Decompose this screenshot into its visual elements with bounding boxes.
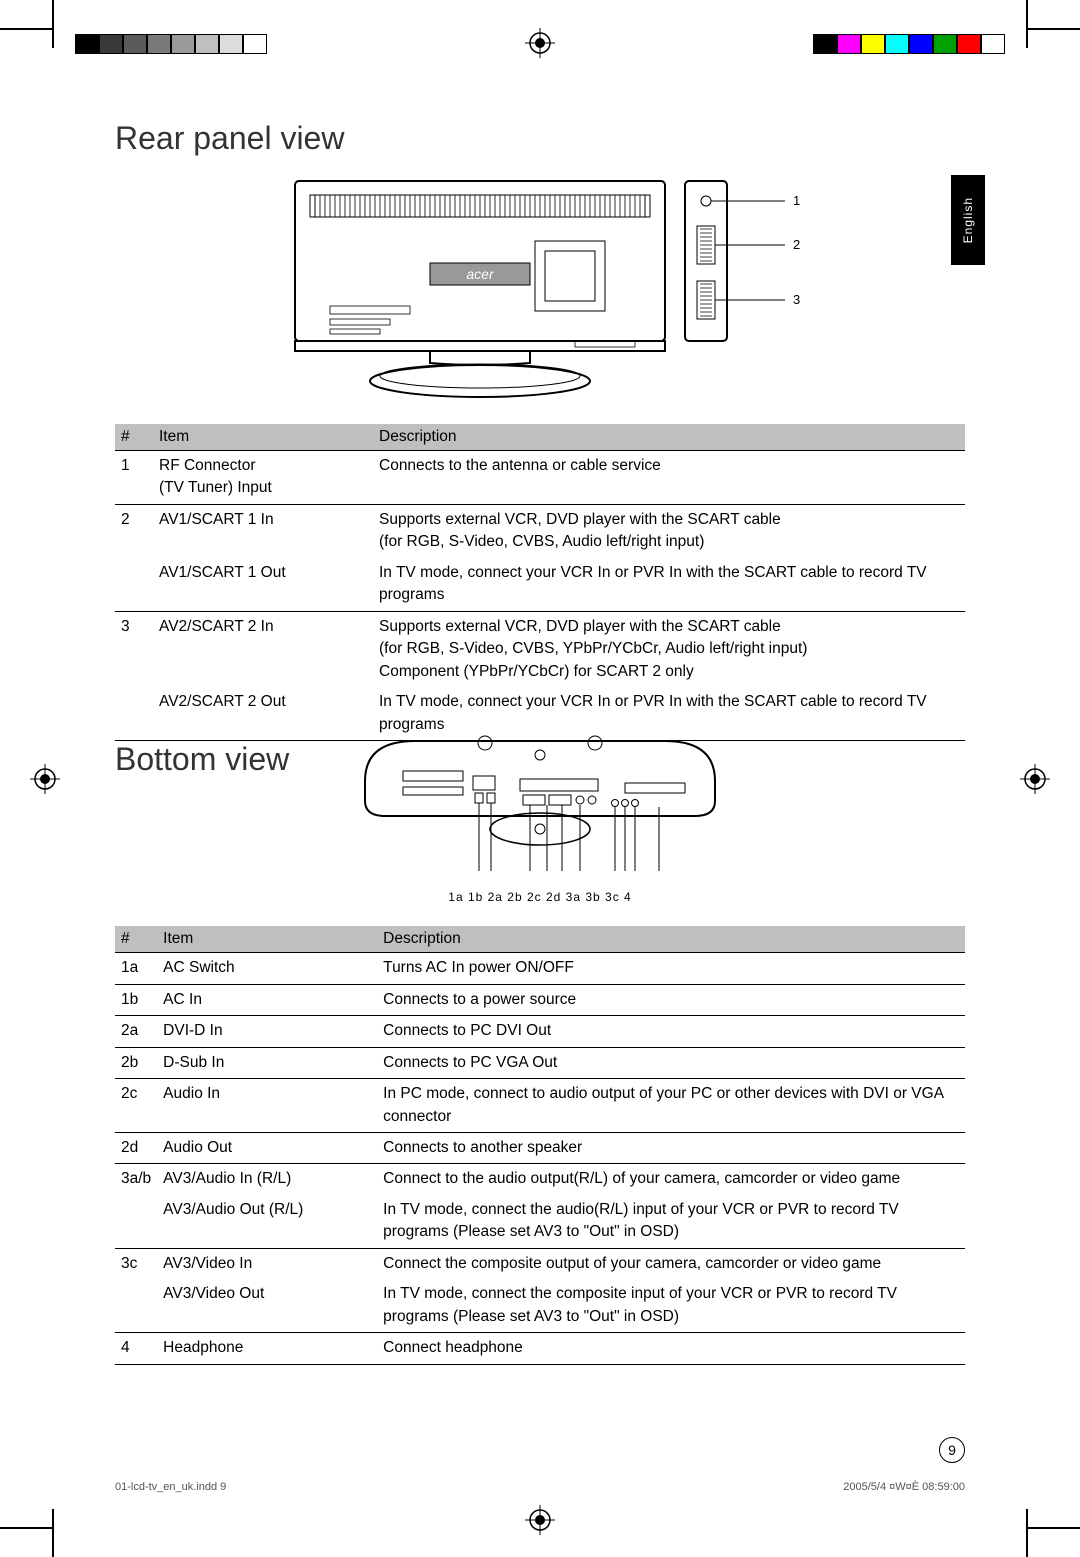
cell-desc: Connects to a power source	[377, 984, 965, 1015]
cell-item: AV3/Audio Out (R/L)	[157, 1195, 377, 1248]
cell-num	[115, 558, 153, 611]
table-row: AV1/SCART 1 OutIn TV mode, connect your …	[115, 558, 965, 611]
crop-mark	[1028, 28, 1080, 30]
cell-num: 2c	[115, 1079, 157, 1133]
registration-mark-icon	[30, 764, 60, 794]
col-desc: Description	[377, 926, 965, 953]
cell-item: AV3/Audio In (R/L)	[157, 1164, 377, 1195]
bottom-view-heading: Bottom view	[115, 741, 289, 778]
footer-file: 01-lcd-tv_en_uk.indd 9	[115, 1481, 226, 1493]
cell-num: 1b	[115, 984, 157, 1015]
footer-timestamp: 2005/5/4 ¤W¤È 08:59:00	[843, 1481, 965, 1493]
table-row: 1aAC SwitchTurns AC In power ON/OFF	[115, 953, 965, 984]
col-item: Item	[157, 926, 377, 953]
cell-num: 2d	[115, 1132, 157, 1163]
table-row: 2dAudio OutConnects to another speaker	[115, 1132, 965, 1163]
registration-mark-icon	[1020, 764, 1050, 794]
cell-desc: Connects to PC DVI Out	[377, 1016, 965, 1047]
col-item: Item	[153, 424, 373, 451]
cell-num: 3a/b	[115, 1164, 157, 1195]
bottom-callout-labels: 1a 1b 2a 2b 2c 2d 3a 3b 3c 4	[325, 890, 755, 904]
crop-mark	[1028, 1527, 1080, 1529]
cell-desc: In TV mode, connect your VCR In or PVR I…	[373, 558, 965, 611]
svg-text:2: 2	[793, 237, 800, 252]
cell-num: 2b	[115, 1047, 157, 1078]
brand-text: acer	[466, 266, 495, 282]
registration-mark-icon	[525, 28, 555, 58]
cell-item: Headphone	[157, 1333, 377, 1364]
color-bar-cmyk	[813, 34, 1005, 54]
cell-item: AV3/Video In	[157, 1248, 377, 1279]
crop-mark	[0, 28, 52, 30]
cell-desc: Supports external VCR, DVD player with t…	[373, 611, 965, 687]
cell-num	[115, 1195, 157, 1248]
cell-desc: Connects to PC VGA Out	[377, 1047, 965, 1078]
cell-item: AV1/SCART 1 In	[153, 504, 373, 557]
bottom-view-figure: 1a 1b 2a 2b 2c 2d 3a 3b 3c 4	[325, 721, 755, 904]
cell-item: AC Switch	[157, 953, 377, 984]
svg-text:3: 3	[793, 292, 800, 307]
cell-desc: In TV mode, connect the composite input …	[377, 1279, 965, 1332]
cell-item: D-Sub In	[157, 1047, 377, 1078]
rear-panel-table: # Item Description 1RF Connector (TV Tun…	[115, 424, 965, 741]
language-tab: English	[951, 175, 985, 265]
table-row: 2cAudio InIn PC mode, connect to audio o…	[115, 1079, 965, 1133]
col-num: #	[115, 926, 157, 953]
cell-item: AC In	[157, 984, 377, 1015]
table-row: 4HeadphoneConnect headphone	[115, 1333, 965, 1364]
cell-item: Audio Out	[157, 1132, 377, 1163]
cell-num: 1	[115, 451, 153, 505]
cell-desc: Supports external VCR, DVD player with t…	[373, 504, 965, 557]
bottom-view-table: # Item Description 1aAC SwitchTurns AC I…	[115, 926, 965, 1365]
table-row: AV3/Audio Out (R/L)In TV mode, connect t…	[115, 1195, 965, 1248]
cell-item: AV2/SCART 2 In	[153, 611, 373, 687]
cell-desc: Connects to the antenna or cable service	[373, 451, 965, 505]
table-row: 3AV2/SCART 2 InSupports external VCR, DV…	[115, 611, 965, 687]
cell-num: 3c	[115, 1248, 157, 1279]
rear-panel-figure: acer	[115, 171, 965, 406]
print-footer: 01-lcd-tv_en_uk.indd 9 2005/5/4 ¤W¤È 08:…	[115, 1481, 965, 1493]
cell-num: 3	[115, 611, 153, 687]
col-num: #	[115, 424, 153, 451]
cell-num: 2a	[115, 1016, 157, 1047]
crop-mark	[1026, 1509, 1028, 1557]
rear-panel-heading: Rear panel view	[115, 120, 965, 157]
crop-mark	[52, 1509, 54, 1557]
cell-desc: Connect the composite output of your cam…	[377, 1248, 965, 1279]
table-row: 2AV1/SCART 1 InSupports external VCR, DV…	[115, 504, 965, 557]
crop-mark	[1026, 0, 1028, 48]
table-row: 3cAV3/Video InConnect the composite outp…	[115, 1248, 965, 1279]
cell-num: 4	[115, 1333, 157, 1364]
cell-desc: In PC mode, connect to audio output of y…	[377, 1079, 965, 1133]
cell-item: AV3/Video Out	[157, 1279, 377, 1332]
registration-mark-icon	[525, 1505, 555, 1535]
cell-item: RF Connector (TV Tuner) Input	[153, 451, 373, 505]
crop-mark	[0, 1527, 52, 1529]
page-number: 9	[939, 1437, 965, 1463]
svg-text:1: 1	[793, 193, 800, 208]
table-row: AV3/Video OutIn TV mode, connect the com…	[115, 1279, 965, 1332]
language-label: English	[961, 197, 975, 243]
table-row: 1bAC InConnects to a power source	[115, 984, 965, 1015]
crop-mark	[52, 0, 54, 48]
cell-num	[115, 1279, 157, 1332]
table-row: 2aDVI-D InConnects to PC DVI Out	[115, 1016, 965, 1047]
cell-desc: Connects to another speaker	[377, 1132, 965, 1163]
table-row: 3a/bAV3/Audio In (R/L)Connect to the aud…	[115, 1164, 965, 1195]
cell-desc: Connect to the audio output(R/L) of your…	[377, 1164, 965, 1195]
cell-item: Audio In	[157, 1079, 377, 1133]
cell-desc: Connect headphone	[377, 1333, 965, 1364]
table-row: 2bD-Sub InConnects to PC VGA Out	[115, 1047, 965, 1078]
cell-item: DVI-D In	[157, 1016, 377, 1047]
cell-desc: Turns AC In power ON/OFF	[377, 953, 965, 984]
table-row: 1RF Connector (TV Tuner) InputConnects t…	[115, 451, 965, 505]
col-desc: Description	[373, 424, 965, 451]
cell-num	[115, 687, 153, 740]
page-content: English Rear panel view acer	[115, 100, 965, 1457]
cell-num: 1a	[115, 953, 157, 984]
cell-num: 2	[115, 504, 153, 557]
color-bar-grayscale	[75, 34, 267, 54]
cell-item: AV1/SCART 1 Out	[153, 558, 373, 611]
cell-desc: In TV mode, connect the audio(R/L) input…	[377, 1195, 965, 1248]
